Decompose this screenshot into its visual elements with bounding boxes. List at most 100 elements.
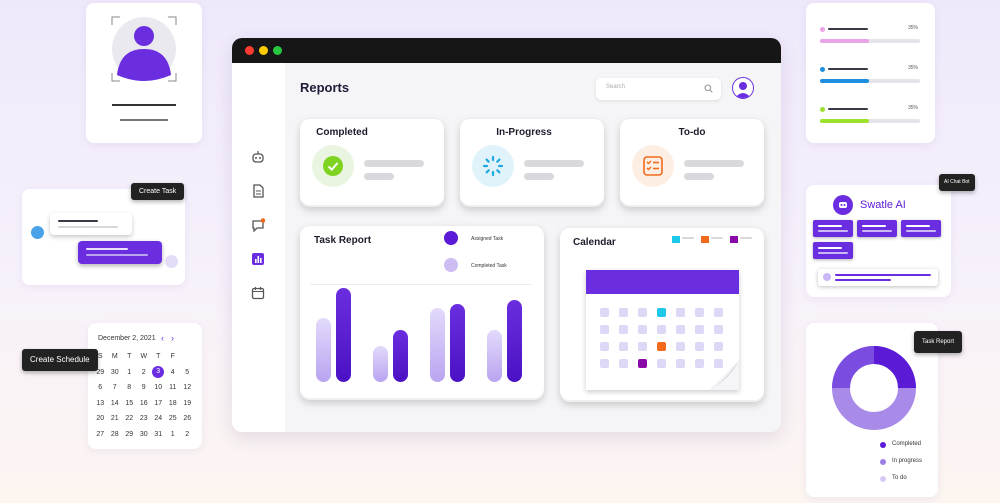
calendar-day[interactable]: 3 xyxy=(151,365,166,381)
calendar-day[interactable]: 29 xyxy=(122,427,137,443)
calendar-day[interactable]: 30 xyxy=(108,365,123,381)
calendar-cell[interactable] xyxy=(714,325,723,334)
close-window-dot[interactable] xyxy=(245,46,254,55)
calendar-icon[interactable] xyxy=(250,285,266,301)
calendar-cell[interactable] xyxy=(657,308,666,317)
calendar-day[interactable]: 15 xyxy=(122,396,137,412)
calendar-cell[interactable] xyxy=(676,325,685,334)
calendar-cell[interactable] xyxy=(619,308,628,317)
calendar-day[interactable]: 5 xyxy=(180,365,195,381)
in-progress-card[interactable]: In-Progress xyxy=(460,119,604,207)
calendar-day[interactable]: 22 xyxy=(122,411,137,427)
completed-legend-dot xyxy=(444,258,458,272)
calendar-day[interactable]: 16 xyxy=(137,396,152,412)
robot-icon xyxy=(833,195,853,215)
progress-dot xyxy=(820,107,825,112)
calendar-day[interactable]: 11 xyxy=(166,380,181,396)
calendar-cell[interactable] xyxy=(657,342,666,351)
task-report-tooltip[interactable]: Task Report xyxy=(914,331,963,353)
calendar-day[interactable]: 19 xyxy=(180,396,195,412)
calendar-cell[interactable] xyxy=(638,325,647,334)
calendar-day[interactable]: 18 xyxy=(166,396,181,412)
calendar-day[interactable]: 4 xyxy=(166,365,181,381)
chart-icon[interactable] xyxy=(250,251,266,267)
calendar-cell[interactable] xyxy=(600,325,609,334)
calendar-day-number: 19 xyxy=(183,399,192,407)
search-box[interactable]: Search xyxy=(596,78,721,100)
minimize-window-dot[interactable] xyxy=(259,46,268,55)
title-bar xyxy=(232,38,781,63)
calendar-day[interactable]: 17 xyxy=(151,396,166,412)
calendar-day[interactable]: 14 xyxy=(108,396,123,412)
calendar-day-number: 2 xyxy=(185,430,190,438)
calendar-cell[interactable] xyxy=(638,308,647,317)
next-month-icon[interactable]: › xyxy=(171,333,174,343)
calendar-day[interactable]: 30 xyxy=(137,427,152,443)
calendar-day[interactable]: 21 xyxy=(108,411,123,427)
calendar-cell[interactable] xyxy=(600,359,609,368)
calendar-cell[interactable] xyxy=(657,325,666,334)
legend-label: Completed xyxy=(892,441,922,447)
calendar-cell[interactable] xyxy=(676,359,685,368)
calendar-cell[interactable] xyxy=(619,359,628,368)
calendar-day[interactable]: 26 xyxy=(180,411,195,427)
to-do-card[interactable]: To-do xyxy=(620,119,764,207)
chat-icon[interactable] xyxy=(250,217,266,233)
progress-item: 35% xyxy=(806,25,935,47)
calendar-cell[interactable] xyxy=(714,308,723,317)
calendar-day[interactable]: 20 xyxy=(93,411,108,427)
calendar-cell[interactable] xyxy=(638,359,647,368)
profile-avatar[interactable] xyxy=(732,77,754,99)
search-icon[interactable] xyxy=(704,84,713,93)
calendar-day[interactable]: 9 xyxy=(137,380,152,396)
calendar-cell[interactable] xyxy=(695,308,704,317)
user-avatar xyxy=(31,226,44,239)
calendar-day[interactable]: 28 xyxy=(108,427,123,443)
maximize-window-dot[interactable] xyxy=(273,46,282,55)
calendar-day[interactable]: 13 xyxy=(93,396,108,412)
calendar-day[interactable]: 23 xyxy=(137,411,152,427)
calendar-day[interactable]: 31 xyxy=(151,427,166,443)
calendar-cell[interactable] xyxy=(619,325,628,334)
create-task-tooltip[interactable]: Create Task xyxy=(131,183,185,200)
checklist-icon xyxy=(632,145,674,187)
calendar-cell[interactable] xyxy=(657,359,666,368)
calendar-cell[interactable] xyxy=(638,342,647,351)
calendar-day[interactable]: 8 xyxy=(122,380,137,396)
ai-message xyxy=(857,220,897,237)
calendar-day[interactable]: 29 xyxy=(93,365,108,381)
prev-month-icon[interactable]: ‹ xyxy=(161,333,164,343)
calendar-day[interactable]: 1 xyxy=(122,365,137,381)
calendar-cell[interactable] xyxy=(619,342,628,351)
calendar-day[interactable]: 1 xyxy=(166,427,181,443)
calendar-day[interactable]: 6 xyxy=(93,380,108,396)
progress-item: 35% xyxy=(806,65,935,87)
calendar-cell[interactable] xyxy=(676,342,685,351)
calendar-cell[interactable] xyxy=(695,359,704,368)
calendar-day[interactable]: 12 xyxy=(180,380,195,396)
robot-icon[interactable] xyxy=(250,149,266,165)
calendar-day[interactable]: 24 xyxy=(151,411,166,427)
ai-input[interactable] xyxy=(818,269,938,286)
calendar-day[interactable]: 7 xyxy=(108,380,123,396)
calendar-day[interactable]: 10 xyxy=(151,380,166,396)
calendar-day-number: 12 xyxy=(183,384,192,392)
calendar-day[interactable]: 27 xyxy=(93,427,108,443)
calendar-day-number: 15 xyxy=(125,399,134,407)
create-schedule-tooltip[interactable]: Create Schedule xyxy=(22,349,98,371)
completed-card[interactable]: Completed xyxy=(300,119,444,207)
calendar-cell[interactable] xyxy=(714,342,723,351)
ai-chat-bot-tooltip[interactable]: AI Chat Bot xyxy=(939,174,975,191)
calendar-cell[interactable] xyxy=(695,325,704,334)
calendar-day[interactable]: 2 xyxy=(137,365,152,381)
calendar-cell[interactable] xyxy=(600,342,609,351)
calendar-day-number: 17 xyxy=(154,399,163,407)
calendar-day[interactable]: 25 xyxy=(166,411,181,427)
calendar-day-number: 30 xyxy=(139,430,148,438)
document-icon[interactable] xyxy=(250,183,266,199)
calendar-day[interactable]: 2 xyxy=(180,427,195,443)
calendar-cell[interactable] xyxy=(676,308,685,317)
calendar-cell[interactable] xyxy=(695,342,704,351)
calendar-cell[interactable] xyxy=(714,359,723,368)
calendar-cell[interactable] xyxy=(600,308,609,317)
